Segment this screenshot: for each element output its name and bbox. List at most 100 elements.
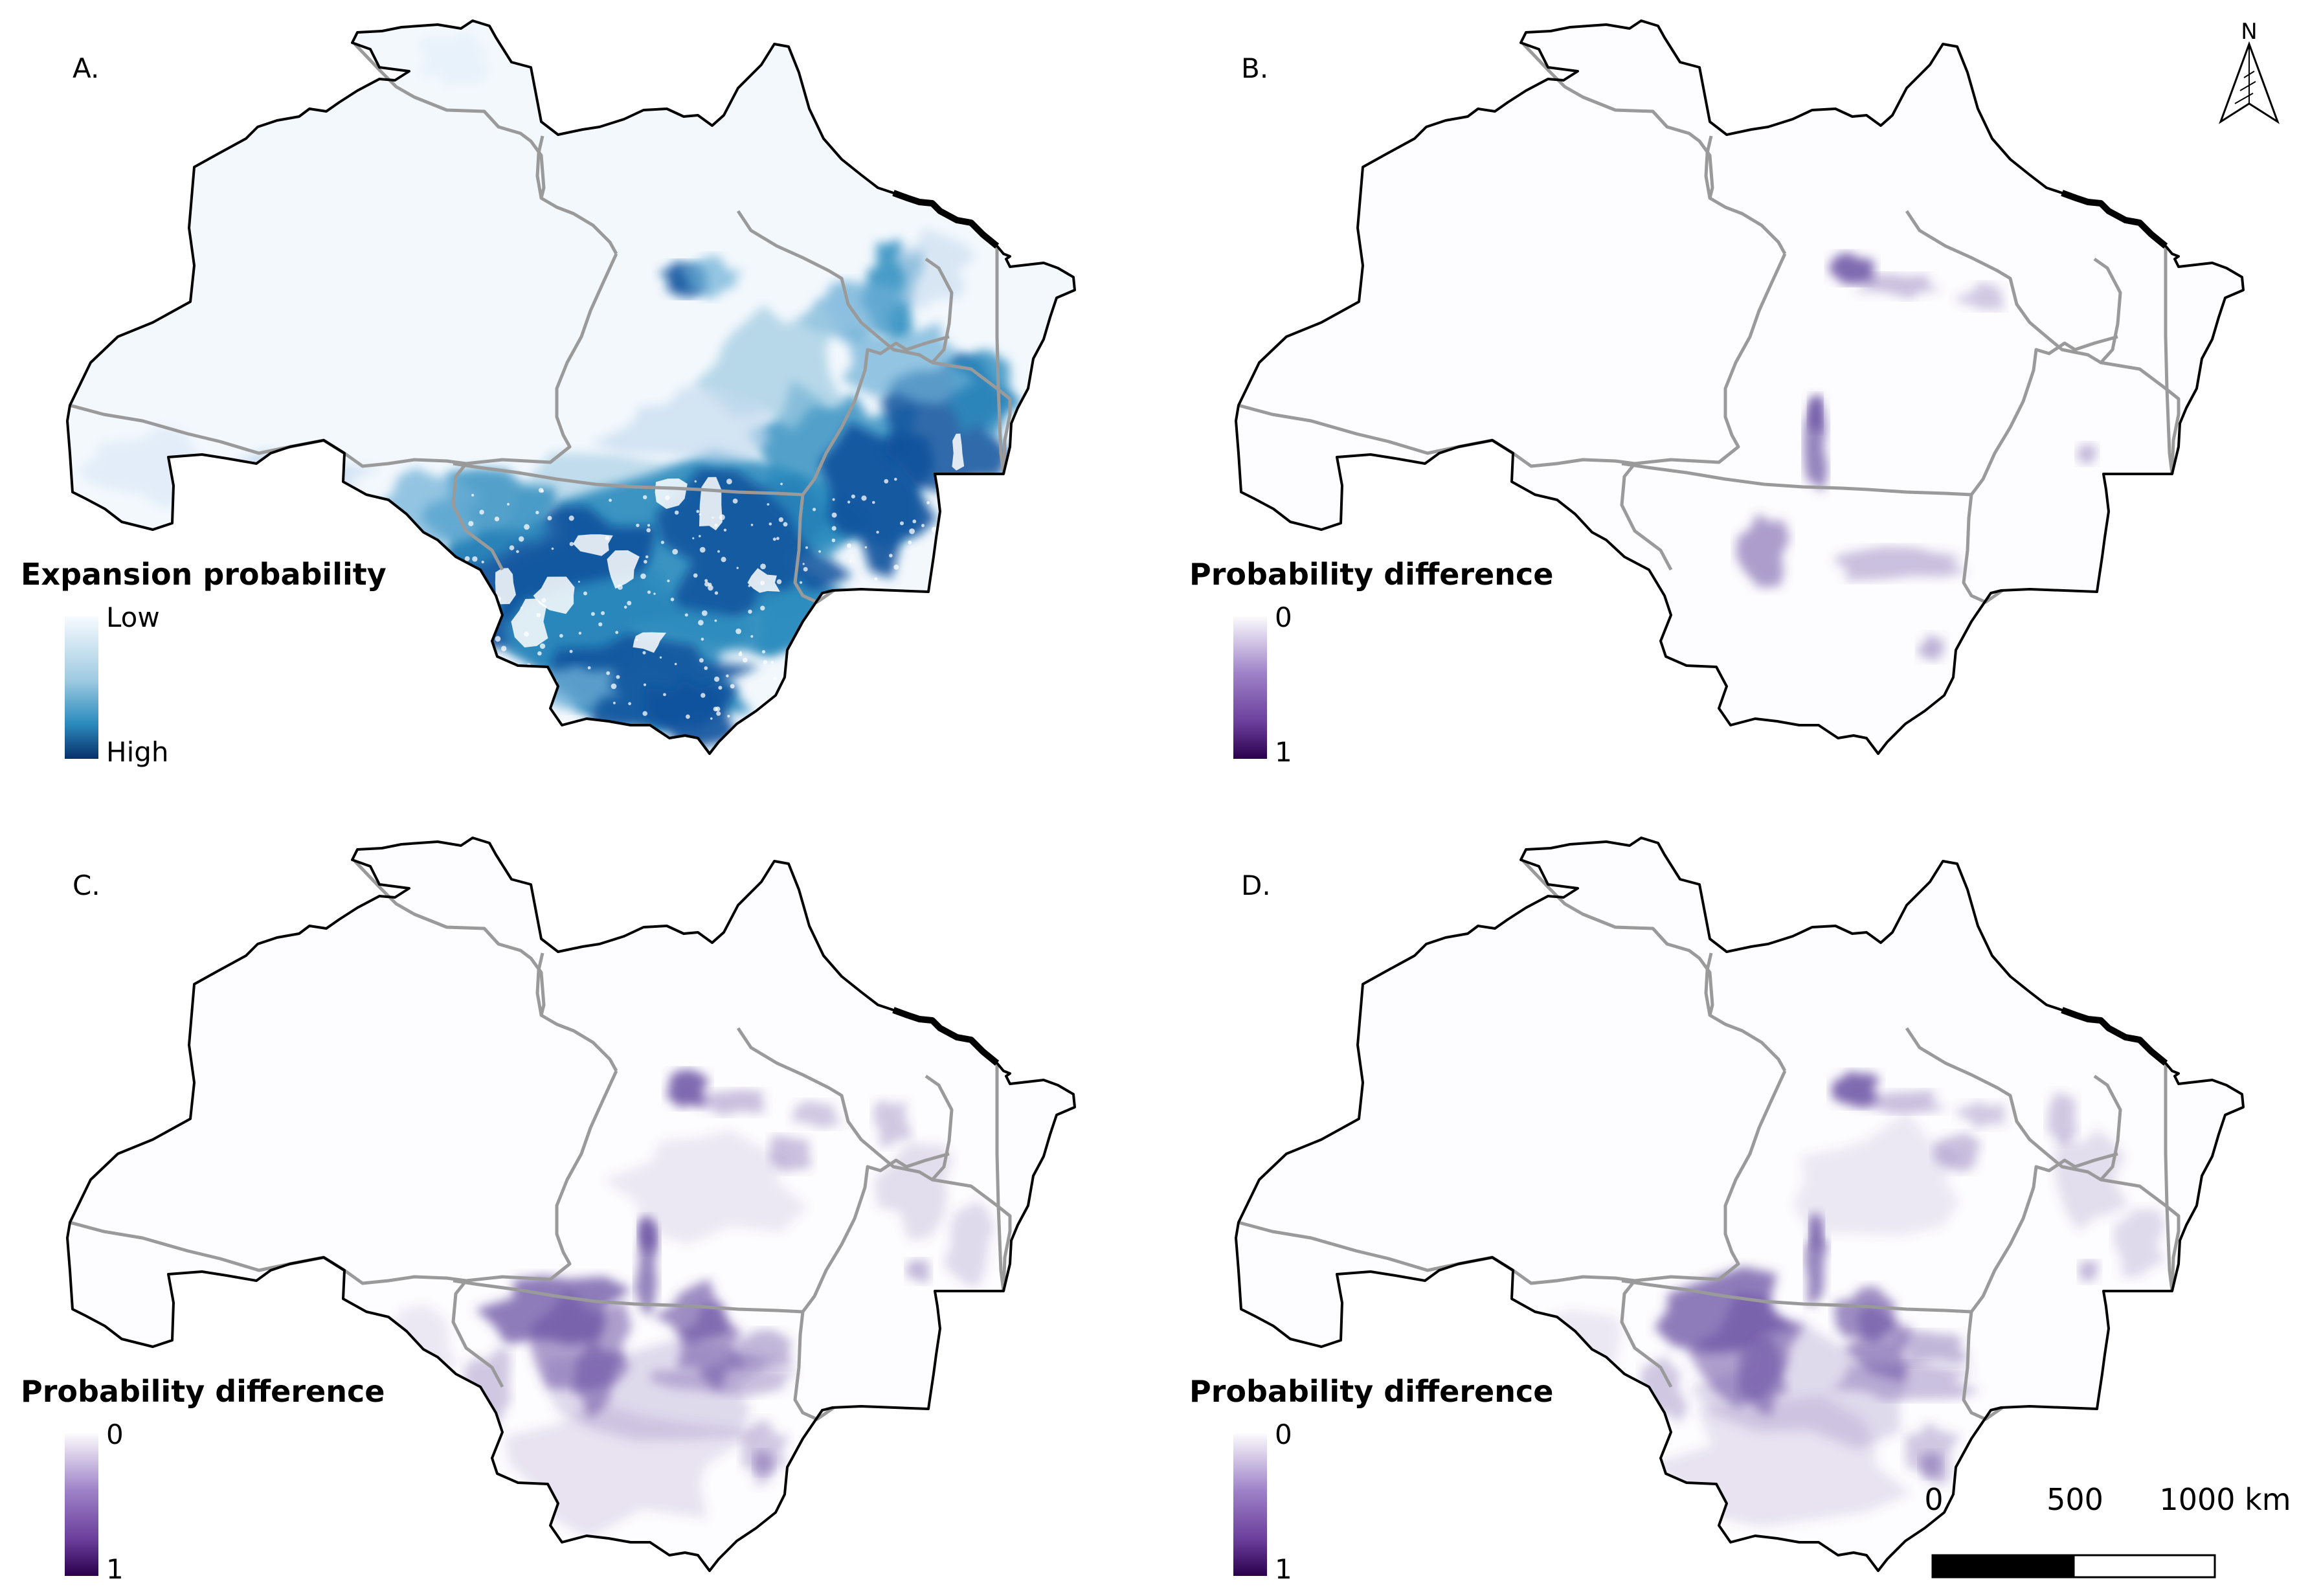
legend-top-label: 0 bbox=[1275, 601, 1292, 633]
difference-patch bbox=[873, 1099, 914, 1147]
difference-patch bbox=[790, 1100, 844, 1129]
state-border bbox=[995, 1063, 1005, 1292]
legend-color-ramp bbox=[1233, 616, 1267, 759]
state-border bbox=[2100, 1178, 2181, 1292]
region-outline bbox=[1235, 19, 2245, 755]
low-probability-patch bbox=[495, 568, 516, 605]
state-border bbox=[451, 253, 618, 571]
region-outline bbox=[66, 19, 1076, 755]
difference-patch bbox=[2079, 1261, 2100, 1283]
difference-patch bbox=[1957, 1101, 2008, 1129]
scale-label-1000: 1000 km bbox=[2159, 1482, 2291, 1517]
state-border bbox=[1621, 1279, 1972, 1314]
base-wash bbox=[1236, 838, 2243, 1571]
difference-patch bbox=[2076, 443, 2098, 465]
state-border bbox=[353, 43, 618, 255]
difference-patch bbox=[1846, 1090, 1949, 1114]
difference-patch bbox=[1808, 395, 1822, 432]
state-border bbox=[1905, 1027, 2122, 1182]
difference-patch bbox=[1905, 1421, 1960, 1487]
low-probability-patch bbox=[511, 598, 548, 647]
legend-title: Probability difference bbox=[21, 1374, 385, 1409]
state-border bbox=[353, 860, 618, 1072]
legend-bottom-label: 1 bbox=[106, 1553, 124, 1585]
scale-label-500: 500 bbox=[2046, 1482, 2103, 1517]
probability-patch bbox=[678, 255, 745, 299]
legend: Expansion probability Low High bbox=[19, 555, 388, 770]
low-probability-patch bbox=[573, 534, 613, 556]
coastline bbox=[2061, 190, 2168, 249]
state-border bbox=[932, 1178, 1012, 1292]
state-border bbox=[1905, 210, 2122, 365]
state-border bbox=[2164, 1063, 2174, 1292]
coastline bbox=[892, 190, 1000, 249]
coastline bbox=[892, 1007, 1000, 1066]
state-border bbox=[995, 246, 1005, 475]
state-border bbox=[1621, 462, 1972, 497]
state-border bbox=[535, 135, 544, 199]
probability-patch bbox=[841, 322, 977, 405]
legend-color-ramp bbox=[65, 616, 98, 759]
raster-layer bbox=[1236, 838, 2243, 1571]
state-border bbox=[793, 335, 950, 604]
region-outline bbox=[1235, 837, 2245, 1572]
state-border bbox=[1704, 135, 1713, 199]
low-probability-patch bbox=[655, 478, 688, 509]
north-arrow: N bbox=[2219, 19, 2280, 124]
low-probability-patch bbox=[747, 568, 780, 593]
difference-patch bbox=[1835, 546, 1969, 581]
legend: Probability difference 0 1 bbox=[1187, 1372, 1555, 1587]
state-border bbox=[535, 952, 544, 1016]
state-border bbox=[453, 1279, 803, 1314]
difference-patch bbox=[688, 1089, 765, 1116]
legend-top-label: 0 bbox=[106, 1419, 124, 1450]
difference-patch bbox=[1897, 1331, 1971, 1366]
low-probability-patch bbox=[952, 433, 965, 471]
low-probability-patch bbox=[607, 550, 640, 589]
coastline bbox=[2061, 1007, 2168, 1066]
state-border bbox=[1704, 952, 1713, 1016]
panel-c: C. Probability difference 0 1 bbox=[19, 837, 1076, 1587]
panel-b: B. Probability difference 0 1 bbox=[1187, 19, 2245, 770]
state-border bbox=[1522, 43, 1787, 255]
north-arrow-label: N bbox=[2241, 19, 2257, 45]
legend-bottom-label: 1 bbox=[1275, 1553, 1292, 1585]
state-border bbox=[453, 462, 803, 497]
legend-top-label: 0 bbox=[1275, 1419, 1292, 1450]
difference-patch bbox=[1793, 1112, 1966, 1235]
difference-patch bbox=[2114, 1209, 2166, 1277]
panel-letter: B. bbox=[1241, 52, 1268, 84]
state-border bbox=[2164, 246, 2174, 475]
panel-d: D. Probability difference 0 1 bbox=[1187, 837, 2245, 1587]
difference-patch bbox=[1918, 633, 1947, 662]
probability-patch bbox=[418, 32, 491, 88]
low-probability-patch bbox=[633, 632, 667, 653]
panel-letter: C. bbox=[73, 870, 100, 901]
legend: Probability difference 0 1 bbox=[19, 1372, 387, 1587]
base-wash bbox=[67, 838, 1075, 1571]
legend: Probability difference 0 1 bbox=[1187, 555, 1555, 770]
difference-patch bbox=[603, 1130, 807, 1244]
difference-patch bbox=[1736, 513, 1790, 588]
panel-a: A. Expansion probability Low High bbox=[19, 19, 1076, 770]
difference-patch bbox=[943, 1200, 994, 1288]
region-outline bbox=[66, 837, 1076, 1572]
state-border bbox=[1620, 1070, 1787, 1388]
state-border bbox=[736, 1027, 954, 1182]
state-border bbox=[736, 210, 954, 365]
legend-color-ramp bbox=[65, 1433, 98, 1576]
state-border bbox=[1522, 860, 1787, 1072]
difference-patch bbox=[505, 1400, 761, 1538]
legend-title: Probability difference bbox=[1189, 557, 1553, 592]
legend-bottom-label: 1 bbox=[1275, 736, 1292, 768]
raster-layer bbox=[67, 21, 1075, 754]
legend-top-label: Low bbox=[106, 601, 160, 633]
raster-layer bbox=[1236, 21, 2243, 754]
difference-patch bbox=[1953, 282, 2004, 310]
scale-bar: 0 500 1000 km bbox=[1924, 1482, 2291, 1579]
state-border bbox=[1962, 1152, 2118, 1421]
legend-bottom-label: High bbox=[106, 736, 169, 768]
probability-patch bbox=[893, 227, 976, 309]
state-border bbox=[451, 1070, 618, 1388]
